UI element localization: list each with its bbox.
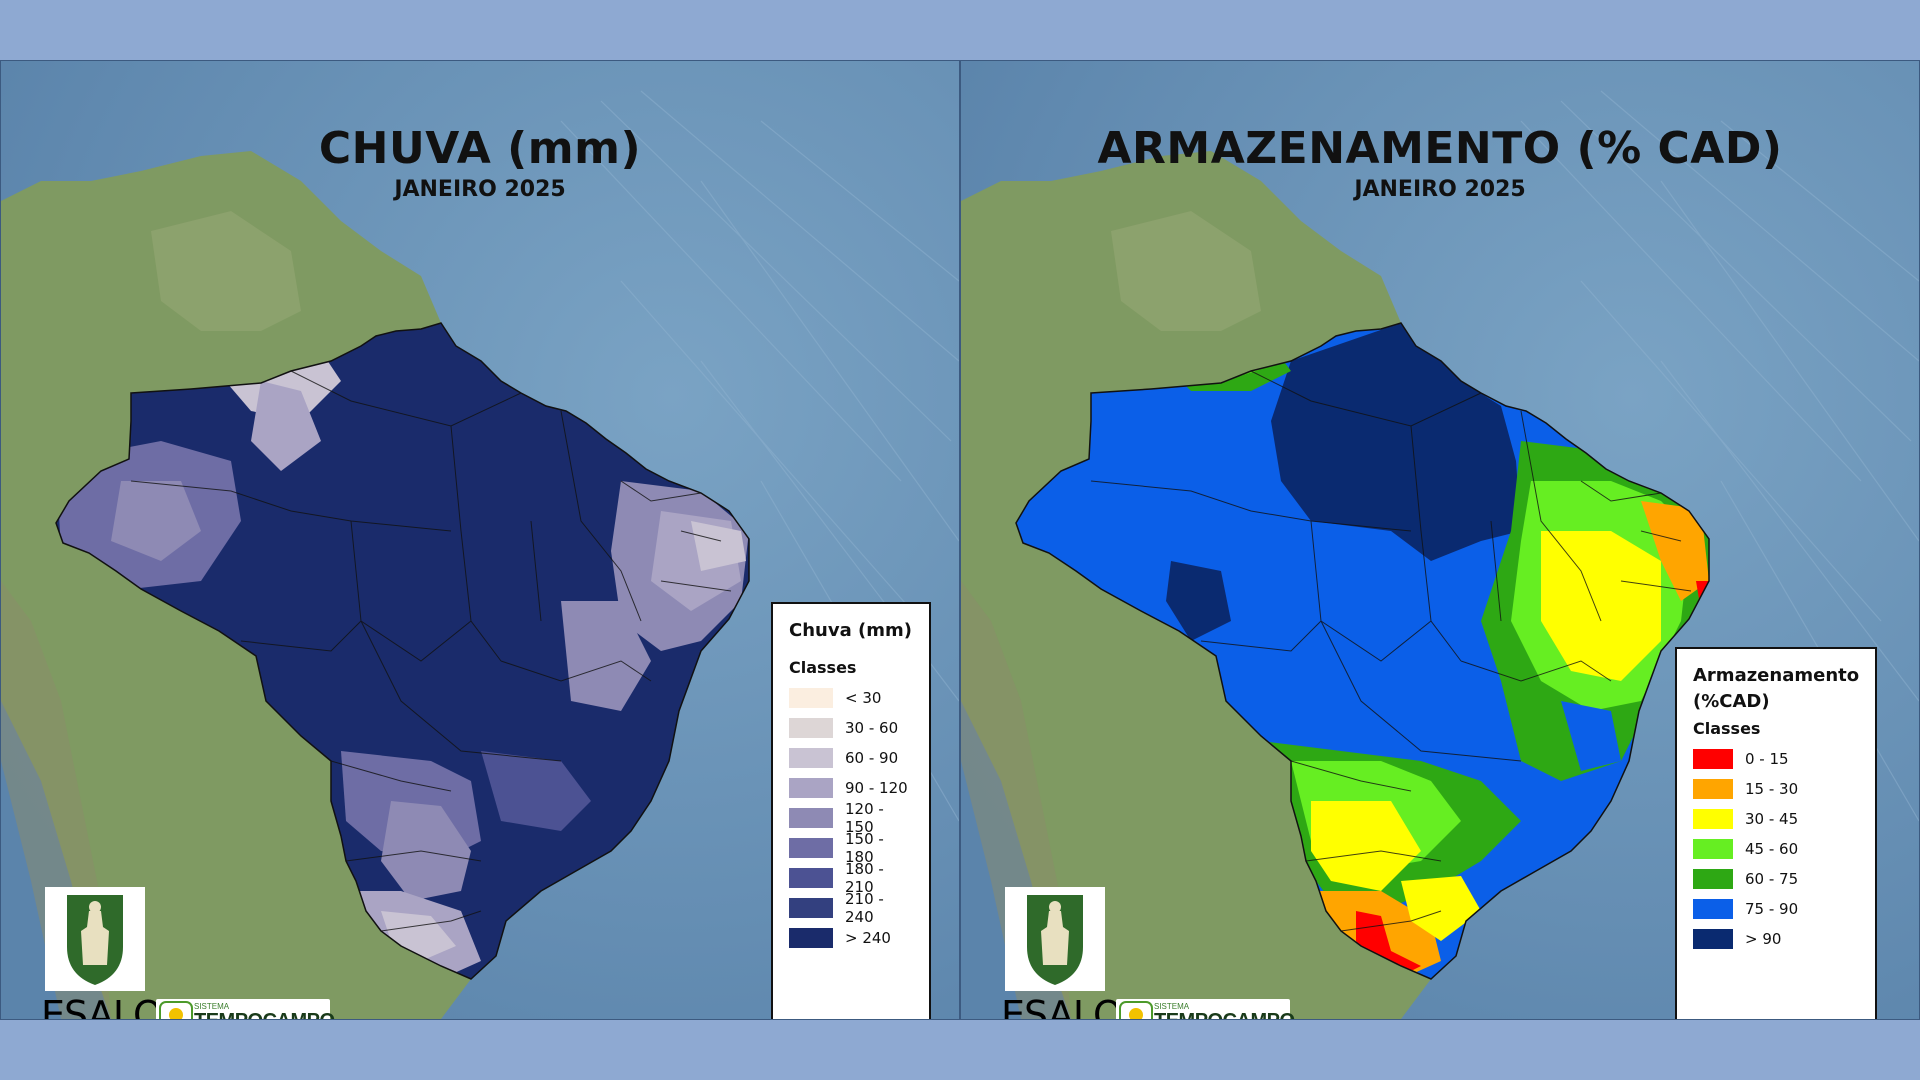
- legend-item: 75 - 90: [1693, 894, 1859, 924]
- map-subtitle: JANEIRO 2025: [1354, 177, 1526, 202]
- storage-legend: Armazenamento (%CAD) Classes 0 - 15 15 - …: [1675, 647, 1877, 1019]
- legend-swatch: [1693, 809, 1733, 829]
- tempocampo-logo: SISTEMA TEMPOCAMPO: [156, 999, 335, 1019]
- legend-item: 30 - 45: [1693, 804, 1859, 834]
- tempocampo-small-text: SISTEMA: [194, 1002, 230, 1011]
- legend-swatch: [789, 928, 833, 948]
- legend-label: 75 - 90: [1745, 900, 1799, 918]
- legend-item: 30 - 60: [789, 713, 913, 743]
- legend-items: 0 - 15 15 - 30 30 - 45 45 - 60 60 - 75 75 - 9…: [1693, 744, 1859, 954]
- legend-item: 60 - 75: [1693, 864, 1859, 894]
- legend-item: 120 - 150: [789, 800, 913, 836]
- legend-label: 45 - 60: [1745, 840, 1799, 858]
- legend-label: 15 - 30: [1745, 780, 1799, 798]
- continent-land: [961, 151, 1431, 1019]
- tempocampo-sun-icon: [159, 1001, 193, 1019]
- legend-item: > 240: [789, 923, 913, 953]
- legend-label: 120 - 150: [845, 800, 884, 836]
- rainfall-legend: Chuva (mm) Classes < 30 30 - 60 60 - 90 90 …: [771, 602, 931, 1019]
- esalq-logo: ESALQ: [41, 887, 163, 1019]
- legend-item: 15 - 30: [1693, 774, 1859, 804]
- legend-item: 60 - 90: [789, 743, 913, 773]
- legend-title: Armazenamento (%CAD): [1693, 665, 1860, 712]
- legend-item: 45 - 60: [1693, 834, 1859, 864]
- legend-title: Chuva (mm): [789, 620, 912, 641]
- map-subtitle: JANEIRO 2025: [394, 177, 566, 202]
- legend-item: < 30: [789, 683, 913, 713]
- storage-map: [961, 61, 1919, 1019]
- esalq-shield-icon: [45, 887, 145, 991]
- legend-label: 0 - 15: [1745, 750, 1789, 768]
- legend-label: 90 - 120: [845, 779, 908, 797]
- legend-swatch: [789, 778, 833, 798]
- tempocampo-logo: SISTEMA TEMPOCAMPO: [1116, 999, 1295, 1019]
- legend-label: 210 - 240: [845, 890, 884, 926]
- legend-swatch: [1693, 779, 1733, 799]
- storage-map-panel: ARMAZENAMENTO (% CAD) JANEIRO 2025 Armaz…: [960, 60, 1920, 1020]
- legend-item: > 90: [1693, 924, 1859, 954]
- esalq-logo: ESALQ: [1001, 887, 1123, 1019]
- legend-label: 30 - 60: [845, 719, 899, 737]
- esalq-logo-text: ESALQ: [41, 993, 163, 1020]
- legend-items: < 30 30 - 60 60 - 90 90 - 120 120 - 150 150 -…: [789, 683, 913, 953]
- legend-swatch: [789, 688, 833, 708]
- tempocampo-small-text: SISTEMA: [1154, 1002, 1190, 1011]
- legend-swatch: [789, 808, 833, 828]
- legend-item: 90 - 120: [789, 773, 913, 803]
- legend-swatch: [789, 748, 833, 768]
- legend-swatch: [1693, 869, 1733, 889]
- legend-label: > 240: [845, 929, 891, 947]
- rainfall-map-panel: CHUVA (mm) JANEIRO 2025 Chuva (mm) Class…: [0, 60, 960, 1020]
- legend-item: 150 - 180: [789, 830, 913, 866]
- legend-label: > 90: [1745, 930, 1782, 948]
- legend-swatch: [1693, 749, 1733, 769]
- esalq-logo-text: ESALQ: [1001, 993, 1123, 1020]
- legend-swatch: [789, 898, 833, 918]
- map-title: ARMAZENAMENTO (% CAD): [1097, 123, 1783, 174]
- legend-classes-label: Classes: [789, 658, 857, 677]
- legend-label: 60 - 75: [1745, 870, 1799, 888]
- legend-label: 60 - 90: [845, 749, 899, 767]
- legend-item: 180 - 210: [789, 860, 913, 896]
- legend-swatch: [789, 718, 833, 738]
- esalq-shield-icon: [1005, 887, 1105, 991]
- tempocampo-sun-icon: [1119, 1001, 1153, 1019]
- legend-label: 180 - 210: [845, 860, 884, 896]
- legend-swatch: [1693, 839, 1733, 859]
- map-title: CHUVA (mm): [318, 123, 642, 174]
- legend-swatch: [789, 868, 833, 888]
- tempocampo-big-text: TEMPOCAMPO: [1154, 1010, 1295, 1019]
- legend-label: < 30: [845, 689, 882, 707]
- legend-label: 30 - 45: [1745, 810, 1799, 828]
- legend-swatch: [1693, 899, 1733, 919]
- legend-swatch: [789, 838, 833, 858]
- tempocampo-big-text: TEMPOCAMPO: [194, 1010, 335, 1019]
- legend-item: 0 - 15: [1693, 744, 1859, 774]
- legend-swatch: [1693, 929, 1733, 949]
- legend-classes-label: Classes: [1693, 719, 1761, 738]
- legend-item: 210 - 240: [789, 890, 913, 926]
- continent-land: [1, 151, 471, 1019]
- legend-label: 150 - 180: [845, 830, 884, 866]
